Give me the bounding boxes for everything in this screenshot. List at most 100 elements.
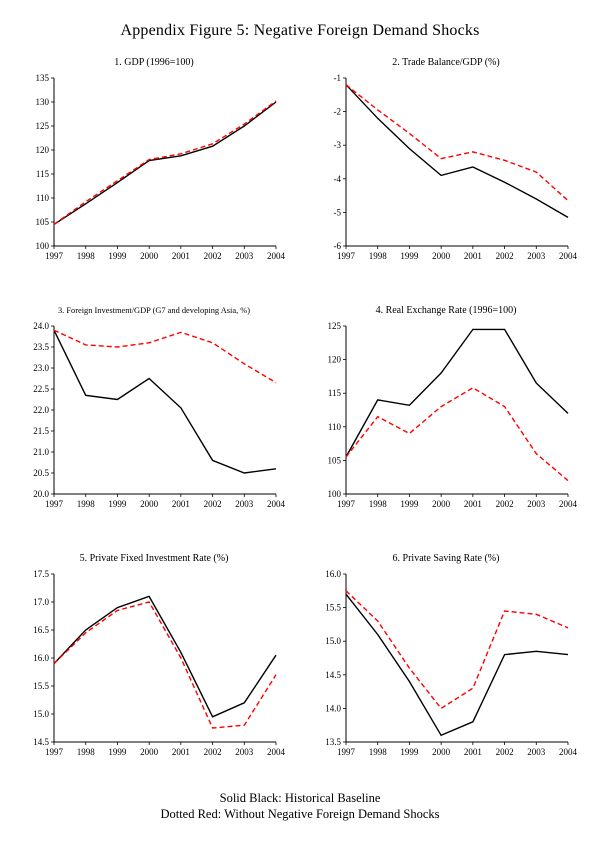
chart-plot-trade-balance: -6 -5 -4 -3 -2 -1 1997 1998 1999 2000 2001 2002 2003… (334, 73, 578, 261)
svg-text:1997: 1997 (45, 251, 64, 261)
svg-text:2004: 2004 (559, 747, 578, 757)
svg-text:2001: 2001 (172, 499, 190, 509)
svg-text:100: 100 (36, 241, 50, 251)
svg-text:115: 115 (36, 169, 50, 179)
svg-text:2002: 2002 (204, 499, 222, 509)
svg-text:21.0: 21.0 (33, 447, 49, 457)
svg-text:1997: 1997 (45, 747, 64, 757)
svg-text:-4: -4 (334, 174, 342, 184)
svg-text:1998: 1998 (77, 499, 96, 509)
svg-text:2004: 2004 (559, 251, 578, 261)
chart-plot-private-saving: 13.5 14.0 14.5 15.0 15.5 16.0 1997 1998 1999 2000… (325, 569, 578, 757)
chart-panel-foreign-investment: 3. Foreign Investment/GDP (G7 and develo… (20, 304, 288, 516)
svg-text:13.5: 13.5 (325, 737, 341, 747)
svg-text:2001: 2001 (172, 747, 190, 757)
svg-text:2004: 2004 (267, 251, 286, 261)
svg-text:2002: 2002 (496, 499, 514, 509)
svg-text:15.0: 15.0 (33, 709, 49, 719)
svg-text:1999: 1999 (400, 747, 419, 757)
svg-text:21.5: 21.5 (33, 426, 49, 436)
figure-legend: Solid Black: Historical Baseline Dotted … (0, 790, 600, 823)
svg-text:1999: 1999 (108, 499, 127, 509)
svg-text:16.5: 16.5 (33, 625, 49, 635)
svg-text:2000: 2000 (432, 747, 451, 757)
svg-text:2002: 2002 (496, 251, 514, 261)
svg-text:2000: 2000 (140, 499, 159, 509)
svg-text:2003: 2003 (527, 747, 546, 757)
svg-text:-3: -3 (334, 140, 342, 150)
svg-text:2001: 2001 (464, 499, 482, 509)
chart-plot-real-exchange-rate: 100 105 110 115 120 125 1997 1998 1999 2000 2001 20… (328, 321, 578, 509)
svg-text:120: 120 (36, 145, 50, 155)
chart-panel-trade-balance: 2. Trade Balance/GDP (%) -6 -5 -4 -3 -2 -1 199… (312, 56, 580, 268)
chart-panel-private-saving: 6. Private Saving Rate (%) 13.5 14.0 14.5 1… (312, 552, 580, 764)
chart-plot-private-fixed-investment: 14.5 15.0 15.5 16.0 16.5 17.0 17.5 1997 1998 1999… (33, 569, 286, 757)
svg-text:17.0: 17.0 (33, 597, 49, 607)
chart-title-private-fixed-investment: 5. Private Fixed Investment Rate (%) (79, 553, 229, 564)
chart-plot-foreign-investment: 20.0 20.5 21.0 21.5 22.0 22.5 23.0 23.5 24.0 1997… (33, 321, 285, 509)
svg-text:2001: 2001 (172, 251, 190, 261)
legend-line-baseline: Solid Black: Historical Baseline (219, 791, 381, 805)
svg-text:1998: 1998 (77, 747, 96, 757)
svg-text:2003: 2003 (527, 499, 546, 509)
svg-text:115: 115 (328, 388, 342, 398)
svg-text:2001: 2001 (464, 747, 482, 757)
svg-text:1997: 1997 (337, 747, 356, 757)
svg-text:100: 100 (328, 489, 342, 499)
svg-text:1998: 1998 (369, 747, 388, 757)
chart-title-real-exchange-rate: 4. Real Exchange Rate (1996=100) (375, 305, 517, 316)
svg-text:22.0: 22.0 (33, 405, 49, 415)
svg-text:22.5: 22.5 (33, 384, 49, 394)
svg-text:2000: 2000 (432, 499, 451, 509)
svg-text:17.5: 17.5 (33, 569, 49, 579)
svg-text:15.5: 15.5 (33, 681, 49, 691)
svg-text:125: 125 (328, 321, 342, 331)
figure-title: Appendix Figure 5: Negative Foreign Dema… (120, 22, 480, 39)
svg-text:125: 125 (36, 121, 50, 131)
svg-text:1997: 1997 (337, 251, 356, 261)
svg-text:120: 120 (328, 355, 342, 365)
svg-text:1997: 1997 (45, 499, 64, 509)
svg-text:20.5: 20.5 (33, 468, 49, 478)
svg-text:130: 130 (36, 97, 50, 107)
chart-panel-gdp: 1. GDP (1996=100) 100 105 110 115 120 125 130 1… (20, 56, 288, 268)
svg-text:2000: 2000 (140, 251, 159, 261)
svg-text:2000: 2000 (432, 251, 451, 261)
chart-plot-gdp: 100 105 110 115 120 125 130 135 1997 1998 1999 2000… (36, 73, 286, 261)
svg-text:105: 105 (328, 455, 342, 465)
chart-grid: 1. GDP (1996=100) 100 105 110 115 120 125 130 1… (0, 40, 600, 764)
svg-text:2004: 2004 (267, 747, 286, 757)
svg-text:105: 105 (36, 217, 50, 227)
svg-text:14.5: 14.5 (33, 737, 49, 747)
svg-text:2003: 2003 (235, 747, 254, 757)
chart-title-foreign-investment: 3. Foreign Investment/GDP (G7 and develo… (57, 306, 251, 315)
chart-title-private-saving: 6. Private Saving Rate (%) (392, 553, 500, 564)
svg-text:1999: 1999 (108, 251, 127, 261)
svg-text:2002: 2002 (204, 747, 222, 757)
svg-text:1998: 1998 (369, 499, 388, 509)
svg-text:-6: -6 (334, 241, 342, 251)
svg-text:-2: -2 (334, 107, 342, 117)
svg-text:2003: 2003 (235, 499, 254, 509)
svg-text:2003: 2003 (527, 251, 546, 261)
chart-panel-private-fixed-investment: 5. Private Fixed Investment Rate (%) 14.… (20, 552, 288, 764)
svg-text:16.0: 16.0 (325, 569, 341, 579)
svg-text:23.5: 23.5 (33, 342, 49, 352)
svg-text:135: 135 (36, 73, 50, 83)
svg-text:2002: 2002 (204, 251, 222, 261)
svg-text:14.5: 14.5 (325, 670, 341, 680)
svg-text:1998: 1998 (77, 251, 96, 261)
svg-text:2004: 2004 (559, 499, 578, 509)
svg-text:2001: 2001 (464, 251, 482, 261)
svg-text:2003: 2003 (235, 251, 254, 261)
svg-text:15.0: 15.0 (325, 636, 341, 646)
svg-text:23.0: 23.0 (33, 363, 49, 373)
svg-text:1999: 1999 (108, 747, 127, 757)
svg-text:2000: 2000 (140, 747, 159, 757)
legend-line-counterfactual: Dotted Red: Without Negative Foreign Dem… (160, 807, 440, 822)
svg-text:15.5: 15.5 (325, 603, 341, 613)
svg-text:-1: -1 (334, 73, 342, 83)
svg-text:1999: 1999 (400, 251, 419, 261)
chart-title-trade-balance: 2. Trade Balance/GDP (%) (392, 57, 500, 68)
